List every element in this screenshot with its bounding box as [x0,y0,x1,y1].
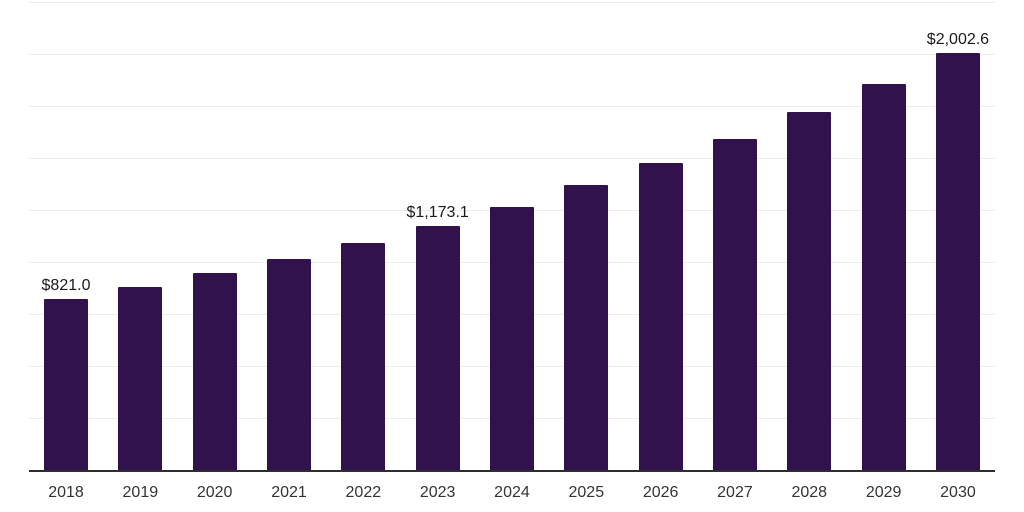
bar-group-2030: $2,002.6 [927,2,989,470]
x-tick-2018: 2018 [48,484,84,501]
gridline-2000 [29,54,995,56]
bar-group-2027 [712,2,757,470]
bar-2019 [118,286,163,470]
x-tick-2027: 2027 [717,484,753,501]
bar-2027 [712,138,757,470]
x-tick-2024: 2024 [494,484,530,501]
x-tick-2022: 2022 [345,484,382,501]
bar-2026 [638,163,683,470]
bar-group-2019 [118,2,163,470]
bar-2023 [415,226,460,470]
bar-group-2026 [638,2,683,470]
bar-2025 [564,185,609,470]
bar-group-2024 [489,2,534,470]
bar-2020 [192,272,237,470]
bar-group-2020 [192,2,237,470]
x-tick-2020: 2020 [196,484,233,501]
bar-group-2025 [564,2,609,470]
bar-value-label-2018: $821.0 [41,277,91,295]
bar-value-label-2023: $1,173.1 [406,204,469,221]
gridline-1750 [29,106,995,107]
x-axis-labels: 2018 2019 2020 2021 2022 2023 2024 2025 2026 2027… [29,484,995,501]
x-tick-2019: 2019 [122,484,159,501]
bars-container: $821.0 $1,173.1 $2,002.6 [29,2,995,470]
x-tick-2025: 2025 [568,484,605,501]
x-tick-2030: 2030 [940,484,976,501]
bar-group-2029 [861,2,906,470]
x-axis-line [29,470,995,472]
bar-value-label-2030: $2,002.6 [926,31,990,49]
bar-group-2022 [341,2,386,470]
bar-group-2021 [266,2,311,470]
gridline-1500 [29,158,995,160]
bar-2018 [44,299,88,470]
x-tick-2023: 2023 [419,484,456,501]
bar-2022 [341,242,386,470]
bar-2030 [935,53,980,470]
bar-2021 [266,258,311,470]
bar-2028 [787,112,832,470]
x-tick-2021: 2021 [271,484,307,501]
x-tick-2026: 2026 [642,484,679,501]
bar-group-2023: $1,173.1 [407,2,469,470]
gridline-2250 [29,2,995,3]
x-tick-2029: 2029 [865,484,902,501]
bar-group-2028 [787,2,832,470]
plot-area: $821.0 $1,173.1 $2,002.6 [29,2,995,472]
bar-2024 [489,206,534,470]
bar-2029 [861,83,906,470]
bar-group-2018: $821.0 [41,2,91,470]
x-tick-2028: 2028 [791,484,828,501]
